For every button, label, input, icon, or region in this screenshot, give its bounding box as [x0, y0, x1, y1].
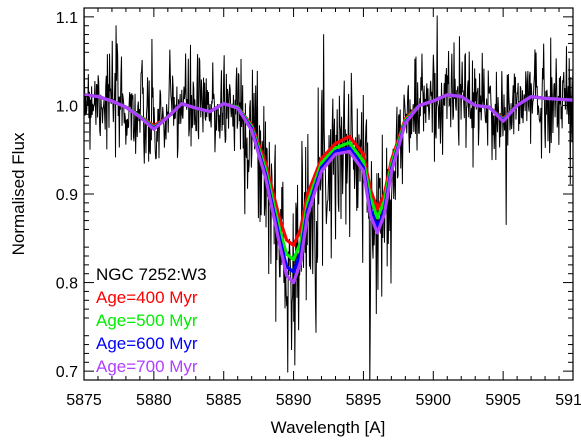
y-tick-label: 0.8 — [56, 276, 78, 293]
x-tick-label: 5880 — [136, 392, 172, 409]
legend-entry: Age=700 Myr — [96, 357, 198, 376]
legend-title: NGC 7252:W3 — [96, 265, 207, 284]
y-axis-title: Normalised Flux — [9, 132, 28, 255]
x-axis-title: Wavelength [A] — [271, 418, 386, 437]
x-tick-label: 5885 — [206, 392, 242, 409]
model-line-4 — [84, 93, 573, 285]
x-tick-label: 5900 — [415, 392, 451, 409]
x-tick-label: 5905 — [485, 392, 521, 409]
y-tick-label: 1.0 — [56, 98, 78, 115]
legend-entry: Age=500 Myr — [96, 311, 198, 330]
y-tick-label: 0.9 — [56, 187, 78, 204]
x-tick-label: 5875 — [66, 392, 102, 409]
x-tick-label: 5895 — [346, 392, 382, 409]
model-curves-layer — [84, 93, 573, 285]
y-tick-label: 0.7 — [56, 364, 78, 381]
x-tick-label: 5890 — [276, 392, 312, 409]
y-tick-label: 1.1 — [56, 10, 78, 27]
legend: NGC 7252:W3 Age=400 Myr Age=500 Myr Age=600… — [96, 265, 207, 376]
legend-entry: Age=400 Myr — [96, 288, 198, 307]
legend-entry: Age=600 Myr — [96, 334, 198, 353]
